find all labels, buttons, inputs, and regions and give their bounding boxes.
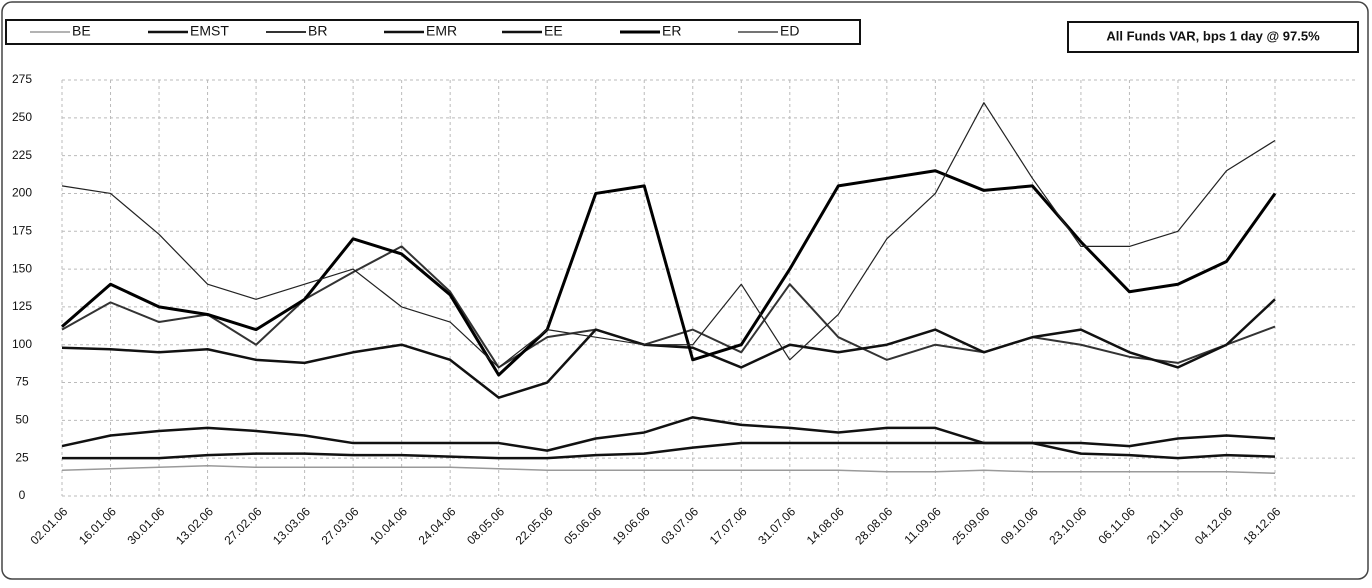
series-line — [61, 169, 1277, 377]
y-tick-label: 150 — [12, 261, 32, 275]
series-line — [61, 245, 1276, 369]
y-tick-label: 275 — [12, 72, 32, 86]
legend-label: ED — [780, 23, 799, 39]
title-box — [1067, 21, 1359, 53]
y-tick-label: 100 — [12, 337, 32, 351]
y-tick-label: 250 — [12, 110, 32, 124]
y-tick-label: 225 — [12, 148, 32, 162]
y-tick-label: 125 — [12, 299, 32, 313]
y-tick-label: 50 — [15, 413, 29, 427]
y-tick-label: 200 — [12, 186, 32, 200]
legend-label: EMR — [426, 23, 457, 39]
y-tick-label: 75 — [15, 375, 29, 389]
legend-label: BR — [308, 23, 327, 39]
series-line — [61, 416, 1276, 452]
series-line — [61, 102, 1276, 369]
chart-title: All Funds VAR, bps 1 day @ 97.5% — [1106, 28, 1320, 43]
series-line — [61, 298, 1276, 399]
legend-label: EE — [544, 23, 563, 39]
y-tick-label: 175 — [12, 223, 32, 237]
series-line — [61, 464, 1276, 475]
y-tick-label: 0 — [19, 488, 26, 502]
legend-label: EMST — [190, 23, 229, 39]
legend-label: ER — [662, 23, 681, 39]
y-tick-label: 25 — [15, 450, 29, 464]
legend-label: BE — [72, 23, 91, 39]
series-line — [62, 441, 1276, 460]
